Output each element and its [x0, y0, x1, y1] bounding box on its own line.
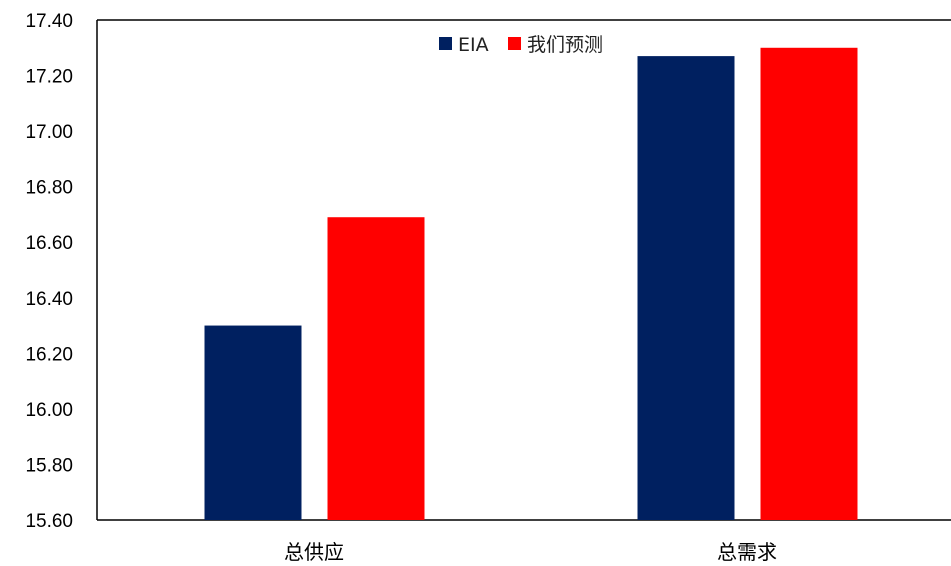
legend: EIA 我们预测 [439, 34, 603, 56]
bar-eia-0 [204, 325, 302, 520]
bars [204, 47, 858, 521]
y-axis: 15.60 15.80 16.00 16.20 16.40 16.60 16.80 17.00… [25, 11, 73, 532]
y-tick-label: 17.20 [25, 67, 73, 88]
bar-forecast-0 [327, 217, 425, 520]
legend-swatch-forecast [508, 37, 521, 50]
y-tick-label: 16.40 [25, 289, 73, 310]
legend-swatch-eia [439, 37, 452, 50]
y-tick-label: 17.40 [25, 11, 73, 32]
y-tick-label: 15.80 [25, 455, 73, 476]
bar-forecast-1 [760, 47, 858, 521]
y-tick-label: 16.20 [25, 344, 73, 365]
y-tick-label: 16.60 [25, 233, 73, 254]
y-tick-label: 15.60 [25, 511, 73, 532]
x-category-label: 总需求 [717, 540, 777, 564]
legend-label-eia: EIA [458, 34, 489, 56]
legend-label-forecast: 我们预测 [527, 34, 603, 56]
x-category-label: 总供应 [284, 540, 344, 564]
bar-eia-1 [637, 56, 735, 520]
y-tick-label: 16.80 [25, 178, 73, 199]
y-tick-label: 16.00 [25, 400, 73, 421]
y-tick-label: 17.00 [25, 122, 73, 143]
x-axis: 总供应 总需求 [284, 540, 777, 564]
